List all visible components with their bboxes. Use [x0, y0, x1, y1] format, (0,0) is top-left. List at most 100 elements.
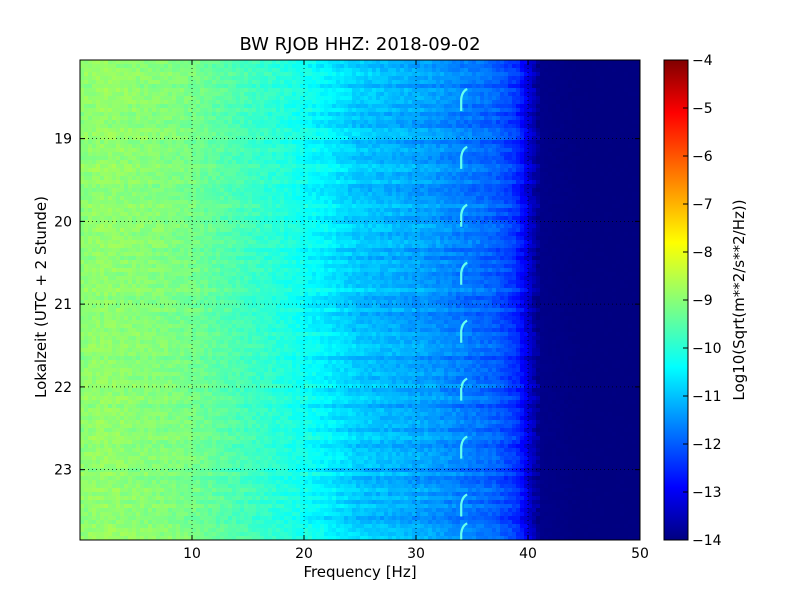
heatmap-cell: [236, 80, 241, 85]
heatmap-cell: [176, 392, 181, 397]
heatmap-cell: [124, 328, 129, 333]
heatmap-cell: [88, 396, 93, 401]
heatmap-cell: [152, 388, 157, 393]
heatmap-cell: [112, 504, 117, 509]
heatmap-cell: [188, 256, 193, 261]
heatmap-cell: [148, 444, 153, 449]
heatmap-cell: [192, 104, 197, 109]
heatmap-cell: [192, 172, 197, 177]
heatmap-cell: [96, 188, 101, 193]
heatmap-cell: [156, 312, 161, 317]
heatmap-cell: [100, 276, 105, 281]
heatmap-cell: [212, 304, 217, 309]
heatmap-cell: [204, 348, 209, 353]
heatmap-cell: [92, 508, 97, 513]
heatmap-cell: [124, 448, 129, 453]
heatmap-cell: [132, 368, 137, 373]
heatmap-cell: [84, 500, 89, 505]
heatmap-cell: [176, 180, 181, 185]
heatmap-cell: [232, 472, 237, 477]
heatmap-cell: [84, 108, 89, 113]
heatmap-cell: [128, 528, 133, 533]
heatmap-cell: [156, 352, 161, 357]
heatmap-cell: [200, 496, 205, 501]
heatmap-cell: [148, 152, 153, 157]
heatmap-cell: [88, 308, 93, 313]
heatmap-cell: [100, 508, 105, 513]
heatmap-cell: [112, 128, 117, 133]
heatmap-cell: [84, 296, 89, 301]
heatmap-cell: [176, 500, 181, 505]
heatmap-cell: [232, 88, 237, 93]
heatmap-cell: [216, 100, 221, 105]
heatmap-cell: [140, 284, 145, 289]
heatmap-cell: [128, 208, 133, 213]
heatmap-cell: [136, 172, 141, 177]
heatmap-cell: [100, 224, 105, 229]
heatmap-cell: [152, 516, 157, 521]
heatmap-cell: [192, 484, 197, 489]
heatmap-cell: [236, 332, 241, 337]
heatmap-cell: [236, 116, 241, 121]
heatmap-cell: [156, 340, 161, 345]
heatmap-cell: [156, 60, 161, 65]
heatmap-cell: [88, 252, 93, 257]
heatmap-cell: [156, 224, 161, 229]
heatmap-cell: [164, 180, 169, 185]
heatmap-cell: [136, 272, 141, 277]
heatmap-cell: [224, 84, 229, 89]
heatmap-cell: [176, 144, 181, 149]
heatmap-cell: [228, 504, 233, 509]
heatmap-cell: [172, 452, 177, 457]
heatmap-cell: [204, 176, 209, 181]
heatmap-cell: [196, 224, 201, 229]
heatmap-cell: [152, 156, 157, 161]
heatmap-cell: [120, 192, 125, 197]
heatmap-cell: [184, 340, 189, 345]
heatmap-cell: [204, 456, 209, 461]
heatmap-cell: [100, 372, 105, 377]
heatmap-cell: [100, 64, 105, 69]
heatmap-cell: [96, 488, 101, 493]
heatmap-cell: [84, 172, 89, 177]
heatmap-cell: [244, 148, 249, 153]
heatmap-cell: [180, 316, 185, 321]
heatmap-cell: [120, 500, 125, 505]
heatmap-cell: [132, 528, 137, 533]
heatmap-cell: [220, 232, 225, 237]
heatmap-cell: [104, 316, 109, 321]
heatmap-cell: [196, 108, 201, 113]
heatmap-cell: [180, 188, 185, 193]
heatmap-cell: [216, 304, 221, 309]
heatmap-cell: [204, 72, 209, 77]
heatmap-cell: [88, 528, 93, 533]
heatmap-cell: [156, 348, 161, 353]
heatmap-cell: [92, 200, 97, 205]
heatmap-cell: [160, 532, 165, 537]
heatmap-cell: [108, 364, 113, 369]
heatmap-cell: [124, 244, 129, 249]
heatmap-cell: [160, 380, 165, 385]
heatmap-cell: [148, 72, 153, 77]
heatmap-cell: [132, 248, 137, 253]
heatmap-cell: [140, 236, 145, 241]
heatmap-cell: [152, 308, 157, 313]
heatmap-cell: [88, 400, 93, 405]
heatmap-cell: [152, 488, 157, 493]
heatmap-cell: [140, 404, 145, 409]
heatmap-cell: [84, 248, 89, 253]
heatmap-cell: [236, 148, 241, 153]
heatmap-cell: [152, 332, 157, 337]
heatmap-cell: [112, 448, 117, 453]
heatmap-cell: [212, 384, 217, 389]
heatmap-cell: [172, 240, 177, 245]
heatmap-cell: [188, 288, 193, 293]
heatmap-cell: [84, 212, 89, 217]
heatmap-cell: [188, 320, 193, 325]
heatmap-cell: [204, 472, 209, 477]
heatmap-cell: [240, 432, 245, 437]
heatmap-cell: [180, 72, 185, 77]
heatmap-cell: [128, 80, 133, 85]
heatmap-cell: [236, 64, 241, 69]
heatmap-cell: [224, 296, 229, 301]
